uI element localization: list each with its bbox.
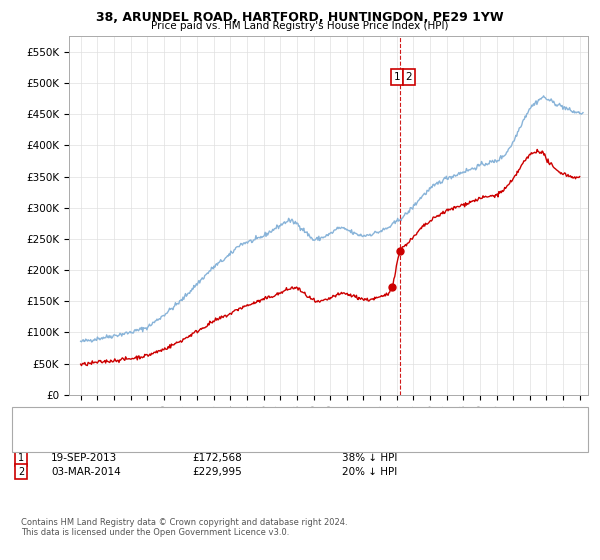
Text: 38, ARUNDEL ROAD, HARTFORD, HUNTINGDON, PE29 1YW (detached house): 38, ARUNDEL ROAD, HARTFORD, HUNTINGDON, …	[60, 408, 424, 417]
Text: 1: 1	[394, 72, 400, 82]
Text: 38% ↓ HPI: 38% ↓ HPI	[342, 453, 397, 463]
Text: 19-SEP-2013: 19-SEP-2013	[51, 453, 117, 463]
Text: 20% ↓ HPI: 20% ↓ HPI	[342, 466, 397, 477]
Text: £229,995: £229,995	[192, 466, 242, 477]
Text: 1: 1	[18, 453, 24, 463]
Text: 03-MAR-2014: 03-MAR-2014	[51, 466, 121, 477]
Text: HPI: Average price, detached house, Huntingdonshire: HPI: Average price, detached house, Hunt…	[60, 419, 314, 428]
Text: Contains HM Land Registry data © Crown copyright and database right 2024.
This d: Contains HM Land Registry data © Crown c…	[21, 518, 347, 538]
Text: ────: ────	[24, 419, 51, 429]
Text: 2: 2	[18, 466, 24, 477]
Text: 2: 2	[406, 72, 412, 82]
Text: 38, ARUNDEL ROAD, HARTFORD, HUNTINGDON, PE29 1YW: 38, ARUNDEL ROAD, HARTFORD, HUNTINGDON, …	[96, 11, 504, 24]
Text: Price paid vs. HM Land Registry's House Price Index (HPI): Price paid vs. HM Land Registry's House …	[151, 21, 449, 31]
Text: ────: ────	[24, 408, 51, 418]
Text: £172,568: £172,568	[192, 453, 242, 463]
